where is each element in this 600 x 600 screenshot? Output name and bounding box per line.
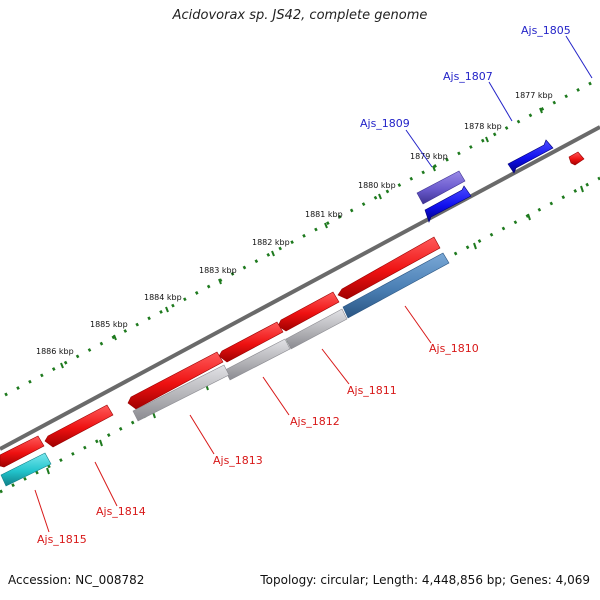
outer-tick-ruler <box>4 80 594 397</box>
scale-label: 1877 kbp <box>515 91 553 100</box>
gene-feature-red[interactable] <box>568 151 585 166</box>
gene-feature-ajs-1809[interactable] <box>416 170 466 205</box>
gene-label-ajs-1815: Ajs_1815 <box>37 533 87 546</box>
scale-label: 1879 kbp <box>410 152 448 161</box>
gene-feature-ajs-1812[interactable] <box>224 338 291 381</box>
scale-label: 1881 kbp <box>305 210 343 219</box>
accession-text: Accession: NC_008782 <box>8 573 145 587</box>
outer-major-ticks <box>60 107 543 369</box>
scale-label: 1885 kbp <box>90 320 128 329</box>
scale-label: 1884 kbp <box>144 293 182 302</box>
genome-backbone <box>0 125 600 451</box>
figure-title: Acidovorax sp. JS42, complete genome <box>172 8 428 23</box>
gene-feature-ajs-1812-red[interactable] <box>218 321 284 363</box>
gene-label-ajs-1809: Ajs_1809 <box>360 117 410 130</box>
forward-strand-features <box>416 139 585 223</box>
scale-label: 1882 kbp <box>252 238 290 247</box>
gene-feature-ajs-1807[interactable] <box>507 139 554 174</box>
gene-label-ajs-1811: Ajs_1811 <box>347 384 397 397</box>
gene-feature-ajs-1815-red[interactable] <box>0 435 45 468</box>
gene-feature-ajs-1808[interactable] <box>424 185 472 223</box>
gene-feature-ajs-1813-red[interactable] <box>127 351 224 410</box>
gene-label-ajs-1812: Ajs_1812 <box>290 415 340 428</box>
gene-label-ajs-1810: Ajs_1810 <box>429 342 479 355</box>
scale-label: 1878 kbp <box>464 122 502 131</box>
gene-feature-ajs-1815[interactable] <box>0 452 52 487</box>
genome-summary-text: Topology: circular; Length: 4,448,856 bp… <box>260 573 590 587</box>
scale-label: 1886 kbp <box>36 347 74 356</box>
gene-label-ajs-1807: Ajs_1807 <box>443 70 493 83</box>
gene-feature-ajs-1813[interactable] <box>132 364 230 422</box>
gene-label-ajs-1814: Ajs_1814 <box>96 505 146 518</box>
scale-label: 1880 kbp <box>358 181 396 190</box>
gene-label-ajs-1805: Ajs_1805 <box>521 24 571 37</box>
gene-feature-ajs-1810-red[interactable] <box>337 236 441 300</box>
forward-label-leaders <box>405 35 593 168</box>
gene-feature-ajs-1811[interactable] <box>285 308 348 350</box>
gene-feature-ajs-1814-red[interactable] <box>44 404 114 448</box>
scale-label: 1883 kbp <box>199 266 237 275</box>
reverse-strand-features <box>0 236 450 487</box>
reverse-label-leaders <box>34 305 432 533</box>
gene-feature-ajs-1810[interactable] <box>342 252 450 319</box>
gene-label-ajs-1813: Ajs_1813 <box>213 454 263 467</box>
